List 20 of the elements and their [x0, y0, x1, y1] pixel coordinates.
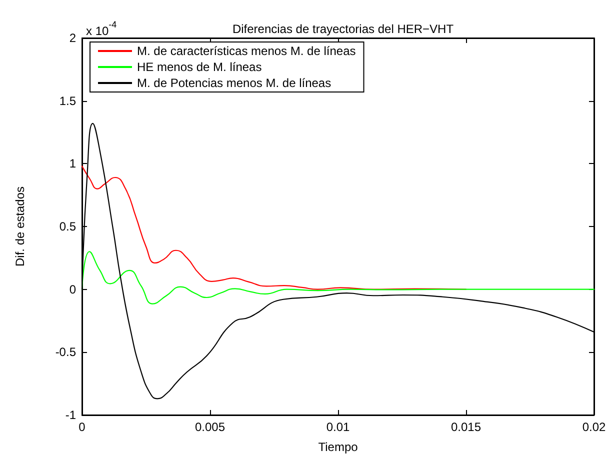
x-axis-title: Tiempo — [318, 440, 358, 454]
legend-label: M. de características menos M. de líneas — [137, 44, 356, 58]
y-tick-label: 2 — [69, 31, 76, 45]
x-tick-label: 0 — [78, 420, 86, 434]
x-tick-label: 0.005 — [194, 420, 226, 434]
x-tick-label: 0.015 — [450, 420, 482, 434]
y-tick-label: 0.5 — [59, 220, 76, 234]
y-tick-label: 1 — [69, 156, 76, 171]
y-tick-label: -1 — [65, 408, 76, 422]
legend-label: HE menos de M. líneas — [137, 60, 262, 74]
x-tick-label: 0.01 — [326, 420, 350, 434]
y-tick-label: -0.5 — [55, 345, 76, 360]
y-tick-label: 0 — [69, 282, 76, 296]
line-series — [81, 251, 595, 304]
line-series — [81, 166, 467, 290]
x-tick-label: 0.02 — [582, 420, 606, 434]
chart-title: Diferencias de trayectorias del HER−VHT — [232, 22, 454, 36]
y-axis-title: Dif. de estados — [13, 186, 27, 267]
legend-label: M. de Potencias menos M. de líneas — [137, 76, 332, 90]
y-tick-label: 1.5 — [59, 94, 76, 108]
